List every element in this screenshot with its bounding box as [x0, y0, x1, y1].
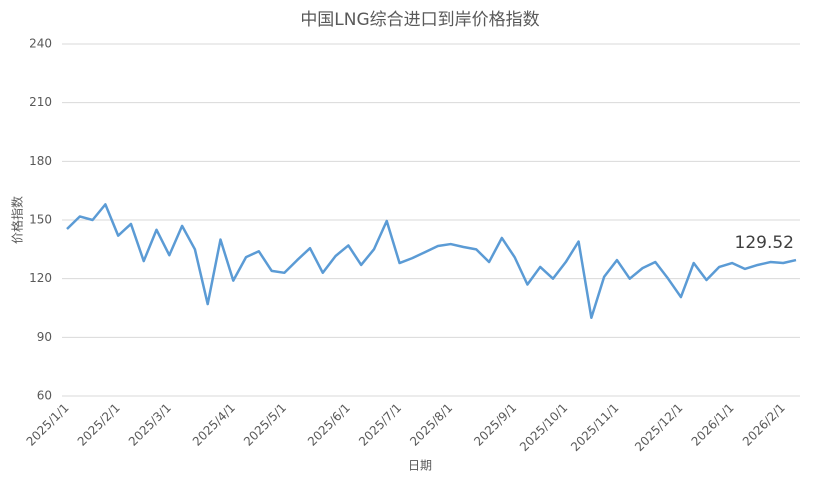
x-tick-label: 2025/8/1	[407, 401, 455, 449]
x-tick-label: 2025/10/1	[517, 401, 570, 454]
x-tick-label: 2025/7/1	[356, 401, 404, 449]
x-tick-label: 2025/12/1	[632, 401, 685, 454]
y-tick-label: 150	[29, 213, 52, 227]
x-tick-label: 2025/2/1	[75, 401, 123, 449]
y-tick-label: 120	[29, 271, 52, 285]
x-tick-label: 2025/4/1	[190, 401, 238, 449]
y-tick-label: 90	[37, 330, 52, 344]
y-tick-label: 60	[37, 389, 52, 403]
x-tick-label: 2025/11/1	[568, 401, 621, 454]
x-tick-label: 2026/1/1	[689, 401, 737, 449]
chart-title: 中国LNG综合进口到岸价格指数	[300, 10, 539, 30]
x-tick-label: 2025/5/1	[241, 401, 289, 449]
y-axis-label: 价格指数	[10, 196, 25, 244]
x-tick-label: 2025/6/1	[305, 401, 353, 449]
x-axis-label: 日期	[408, 459, 432, 473]
x-tick-label: 2025/3/1	[126, 401, 174, 449]
y-tick-label: 240	[29, 37, 52, 51]
data-line	[66, 203, 797, 320]
x-tick-label: 2025/9/1	[471, 401, 519, 449]
data-label: 129.52	[735, 233, 794, 253]
y-tick-label: 210	[29, 95, 52, 109]
y-tick-label: 180	[29, 154, 52, 168]
x-tick-label: 2026/2/1	[740, 401, 788, 449]
x-tick-label: 2025/1/1	[24, 401, 72, 449]
